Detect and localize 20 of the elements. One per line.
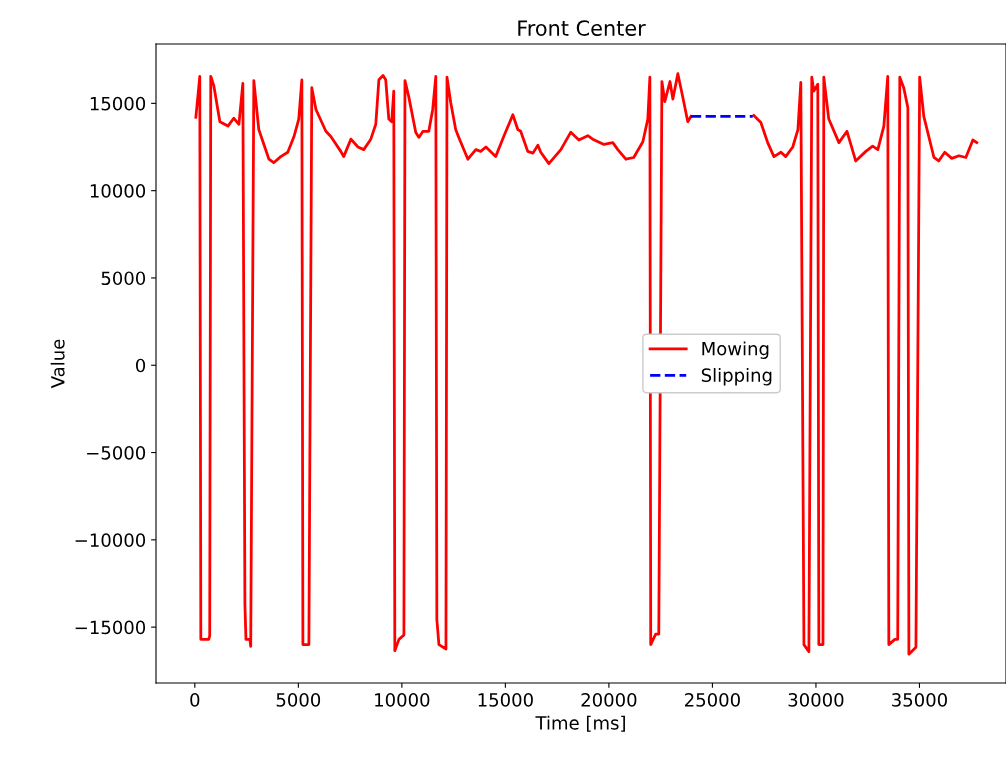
y-axis-title: Value [50, 339, 65, 389]
y-tick-label: −10000 [75, 533, 146, 547]
x-tick-label: 15000 [478, 693, 533, 707]
x-tick-label: 35000 [892, 693, 947, 707]
y-tick-label: 15000 [90, 96, 146, 111]
x-tick-label: 20000 [581, 693, 637, 707]
x-axis-title: Time [ms] [535, 715, 625, 732]
x-tick-label: 25000 [685, 693, 740, 707]
x-tick-label: 10000 [375, 693, 430, 707]
y-tick-label: −5000 [87, 446, 146, 460]
y-tick-label: 10000 [90, 184, 146, 198]
chart-title: Front Center [518, 20, 646, 36]
y-tick-label: −15000 [75, 620, 146, 635]
x-tick-label: 5000 [276, 693, 321, 707]
y-tick-label: 5000 [101, 271, 146, 286]
x-tick-label: 0 [190, 693, 200, 707]
legend-label: Mowing [702, 341, 769, 359]
legend-label: Slipping [701, 368, 772, 386]
y-tick-label: 0 [135, 358, 146, 373]
x-tick-label: 30000 [788, 693, 844, 707]
